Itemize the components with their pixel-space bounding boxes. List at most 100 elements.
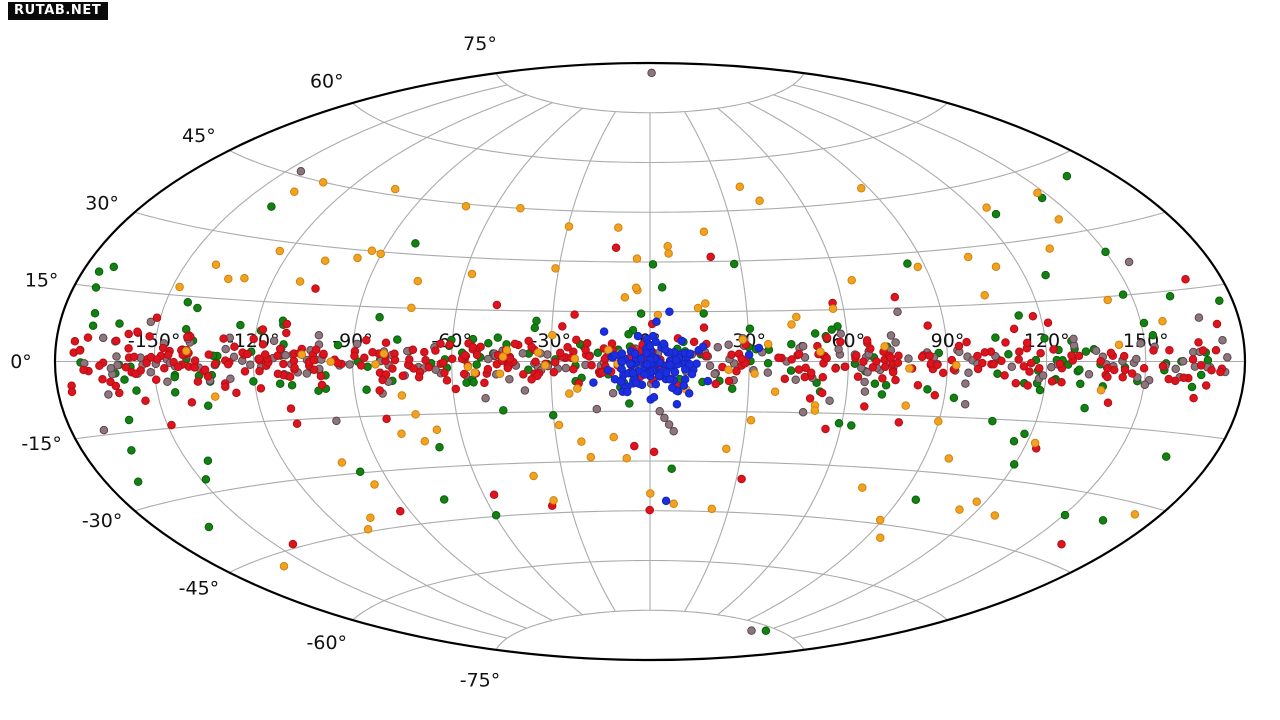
data-point — [570, 354, 580, 363]
data-point — [211, 260, 221, 270]
data-point — [470, 368, 479, 377]
data-point — [533, 348, 543, 357]
data-point — [360, 353, 369, 362]
data-point — [1011, 378, 1021, 388]
data-point — [1203, 356, 1213, 365]
data-point — [746, 415, 756, 425]
data-point — [611, 243, 621, 252]
data-point — [326, 357, 335, 366]
data-point — [891, 375, 900, 385]
data-point — [631, 283, 641, 293]
data-point — [860, 377, 869, 387]
data-point — [684, 389, 694, 398]
data-point — [905, 364, 914, 373]
data-point — [886, 353, 895, 363]
data-point — [440, 368, 449, 377]
data-point — [275, 246, 285, 256]
lat-tick-label: 15° — [25, 269, 59, 291]
data-point — [1218, 335, 1227, 345]
data-point — [1057, 540, 1066, 549]
data-point — [104, 390, 113, 399]
meridian-line — [792, 84, 1147, 639]
data-point — [152, 313, 162, 322]
data-point — [828, 304, 838, 314]
data-point — [817, 388, 827, 398]
data-point — [379, 349, 389, 358]
data-point — [314, 330, 324, 340]
data-point — [187, 398, 197, 407]
data-point — [610, 351, 619, 360]
data-point — [665, 307, 674, 316]
data-point — [1020, 429, 1029, 439]
data-point — [699, 309, 708, 318]
data-point — [345, 360, 354, 369]
data-point — [131, 369, 140, 378]
data-point — [120, 375, 129, 384]
data-point — [467, 269, 477, 279]
data-point — [654, 371, 664, 380]
data-point — [1164, 374, 1173, 384]
data-point — [532, 316, 541, 326]
data-point — [368, 347, 377, 357]
data-point — [787, 320, 796, 329]
data-point — [1026, 358, 1036, 368]
data-point — [660, 413, 669, 423]
data-point — [375, 312, 384, 322]
data-point — [502, 345, 512, 355]
data-point — [972, 497, 981, 507]
data-point — [973, 351, 982, 361]
data-point — [564, 222, 574, 231]
data-point — [390, 355, 400, 365]
data-point — [431, 346, 440, 355]
data-point — [689, 337, 699, 347]
data-point — [847, 275, 856, 285]
data-point — [780, 374, 790, 384]
data-point — [640, 370, 649, 379]
data-point — [445, 340, 454, 349]
data-point — [520, 386, 530, 395]
data-point — [1019, 362, 1029, 371]
data-point — [115, 388, 124, 398]
data-point — [624, 330, 633, 339]
data-point — [240, 274, 249, 283]
data-point — [925, 351, 934, 360]
data-point — [290, 363, 299, 372]
data-point — [667, 383, 677, 392]
data-point — [722, 444, 731, 454]
data-point — [1103, 398, 1113, 407]
data-point — [1098, 516, 1108, 525]
data-point — [891, 338, 900, 347]
data-point — [88, 321, 98, 330]
data-point — [170, 372, 179, 382]
data-point — [791, 375, 800, 384]
data-point — [333, 340, 343, 350]
data-point — [577, 437, 586, 446]
data-point — [295, 277, 305, 286]
data-point — [706, 252, 715, 262]
data-point — [859, 357, 868, 367]
data-point — [397, 391, 407, 400]
data-point — [451, 384, 461, 394]
data-point — [79, 365, 88, 375]
data-point — [94, 267, 104, 276]
data-point — [551, 264, 560, 273]
data-point — [132, 386, 141, 395]
data-point — [1114, 340, 1124, 350]
data-point — [370, 480, 379, 489]
data-point — [565, 389, 574, 398]
data-point — [141, 396, 150, 406]
meridian-line — [717, 107, 849, 616]
data-point — [1140, 380, 1150, 389]
data-point — [737, 474, 746, 484]
data-point — [836, 329, 845, 339]
data-point — [1091, 346, 1101, 355]
data-point — [672, 399, 682, 409]
data-point — [411, 410, 420, 419]
data-point — [1179, 373, 1188, 382]
data-point — [381, 338, 391, 347]
data-point — [498, 352, 508, 361]
data-point — [608, 388, 618, 398]
data-point — [461, 202, 471, 211]
data-point — [622, 453, 631, 463]
